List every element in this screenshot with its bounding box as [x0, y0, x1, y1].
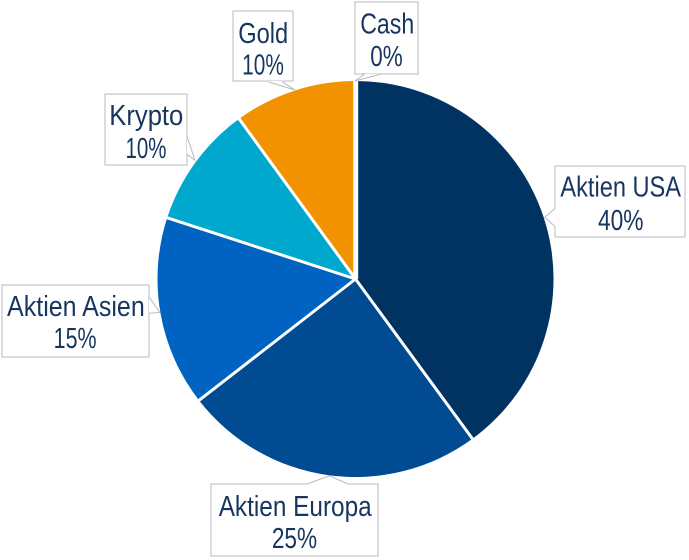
- svg-text:10%: 10%: [242, 50, 284, 82]
- svg-text:Gold: Gold: [238, 18, 288, 50]
- svg-text:Aktien Europa: Aktien Europa: [219, 491, 373, 523]
- svg-text:Aktien USA: Aktien USA: [560, 172, 681, 204]
- svg-text:0%: 0%: [370, 41, 403, 73]
- svg-text:Aktien Asien: Aktien Asien: [7, 291, 145, 323]
- svg-text:10%: 10%: [126, 133, 167, 165]
- svg-text:40%: 40%: [598, 205, 644, 237]
- svg-text:15%: 15%: [54, 323, 97, 355]
- svg-text:Cash: Cash: [360, 9, 414, 41]
- svg-text:25%: 25%: [272, 523, 317, 555]
- svg-text:Krypto: Krypto: [109, 100, 183, 132]
